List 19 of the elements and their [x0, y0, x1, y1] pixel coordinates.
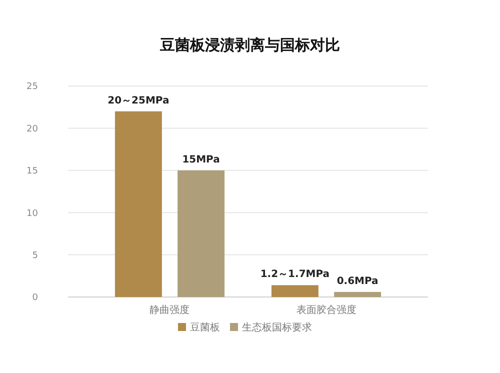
x-tick-label: 静曲强度: [150, 304, 190, 316]
bar: [114, 111, 162, 297]
bar: [178, 170, 225, 297]
data-label: 15MPa: [182, 154, 220, 166]
chart-title: 豆菌板浸渍剥离与国标对比: [159, 36, 340, 54]
y-tick-label: 0: [32, 293, 38, 304]
y-tick-label: 5: [32, 250, 38, 261]
legend-label: 生态板国标要求: [242, 322, 312, 334]
data-label: 0.6MPa: [336, 276, 378, 287]
y-tick-label: 10: [26, 208, 38, 219]
bar: [334, 292, 382, 297]
x-tick-label: 表面胶合强度: [296, 304, 356, 316]
bar: [271, 285, 318, 297]
y-tick-label: 25: [26, 82, 38, 92]
y-tick-label: 20: [26, 124, 38, 134]
legend-label: 豆菌板: [190, 322, 220, 334]
annotation: 20～25MPa: [108, 95, 170, 106]
annotation: 1.2～1.7MPa: [260, 269, 330, 280]
y-tick-label: 15: [26, 166, 38, 177]
